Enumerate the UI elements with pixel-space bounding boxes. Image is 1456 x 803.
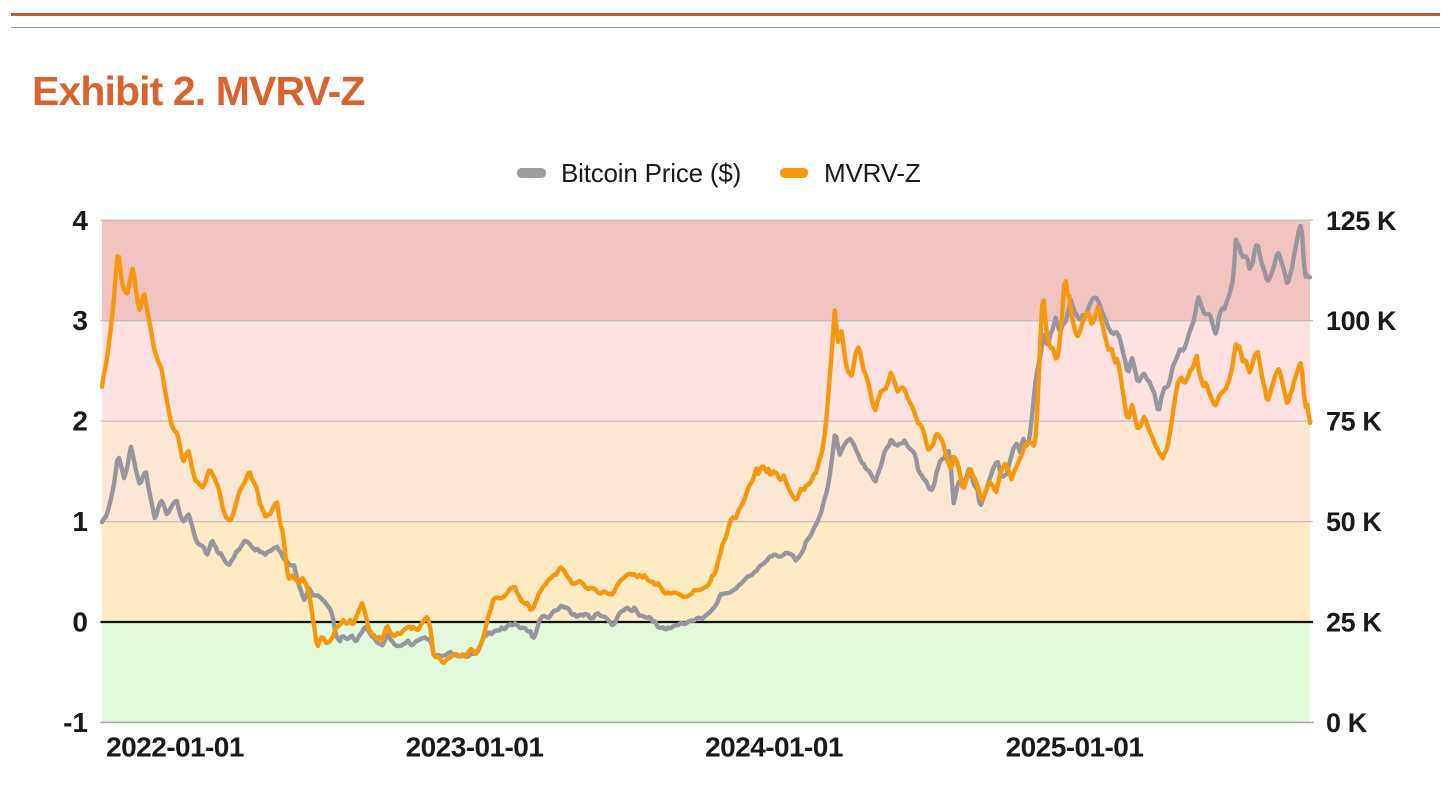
svg-text:3: 3 bbox=[72, 305, 88, 336]
svg-text:2023-01-01: 2023-01-01 bbox=[406, 732, 544, 763]
svg-text:0: 0 bbox=[72, 607, 88, 638]
svg-text:1: 1 bbox=[72, 506, 88, 537]
svg-text:-1: -1 bbox=[63, 707, 88, 738]
svg-text:125 K: 125 K bbox=[1326, 206, 1397, 236]
svg-text:2: 2 bbox=[72, 406, 88, 437]
svg-text:25 K: 25 K bbox=[1326, 608, 1382, 638]
svg-text:75 K: 75 K bbox=[1326, 407, 1382, 437]
svg-text:50 K: 50 K bbox=[1326, 507, 1382, 537]
svg-text:2025-01-01: 2025-01-01 bbox=[1006, 732, 1144, 763]
svg-text:100 K: 100 K bbox=[1326, 306, 1397, 336]
svg-text:4: 4 bbox=[72, 205, 88, 236]
svg-text:0 K: 0 K bbox=[1326, 708, 1368, 738]
svg-text:2022-01-01: 2022-01-01 bbox=[106, 732, 244, 763]
svg-text:2024-01-01: 2024-01-01 bbox=[705, 732, 843, 763]
